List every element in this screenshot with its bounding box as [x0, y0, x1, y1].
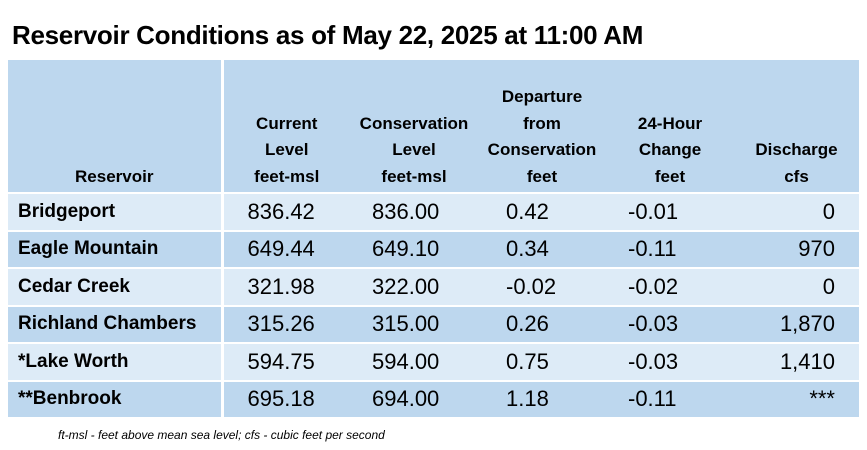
header-line: [224, 84, 351, 111]
current-level-cell: 321.98: [222, 267, 350, 306]
header-line: feet-msl: [254, 166, 320, 186]
footnote: ft-msl - feet above mean sea level; cfs …: [58, 428, 385, 442]
current-level-cell: 594.75: [222, 342, 350, 381]
change-cell: -0.11: [606, 229, 734, 268]
change-cell: -0.01: [606, 192, 734, 231]
header-line: Level: [265, 140, 309, 159]
departure-cell: -0.02: [478, 267, 606, 306]
header-line: cfs: [784, 166, 809, 186]
departure-cell: 0.42: [478, 192, 606, 231]
change-cell: -0.11: [606, 379, 734, 417]
conservation-level-cell: 315.00: [350, 304, 478, 343]
discharge-cell: 0: [734, 192, 859, 231]
page-title: Reservoir Conditions as of May 22, 2025 …: [12, 20, 644, 50]
header-line: [8, 111, 221, 138]
table-row: **Benbrook 695.18 694.00 1.18 -0.11 ***: [8, 379, 859, 417]
departure-cell: 0.75: [478, 342, 606, 381]
current-level-cell: 315.26: [222, 304, 350, 343]
header-line: Departure: [501, 87, 583, 106]
table-row: Cedar Creek 321.98 322.00 -0.02 -0.02 0: [8, 267, 859, 306]
table-row: *Lake Worth 594.75 594.00 0.75 -0.03 1,4…: [8, 342, 859, 381]
header-line: feet: [526, 166, 558, 186]
current-level-cell: 836.42: [222, 192, 350, 231]
reservoir-name: *Lake Worth: [8, 342, 224, 381]
discharge-cell: ***: [734, 379, 859, 417]
change-cell: -0.03: [606, 304, 734, 343]
column-header-reservoir: Reservoir: [8, 60, 224, 193]
column-header-current-level: Current Level feet-msl: [222, 60, 350, 193]
reservoir-name: Cedar Creek: [8, 267, 224, 306]
conservation-level-cell: 322.00: [350, 267, 478, 306]
departure-cell: 0.26: [478, 304, 606, 343]
departure-cell: 1.18: [478, 379, 606, 417]
header-line: [734, 111, 859, 138]
departure-cell: 0.34: [478, 229, 606, 268]
header-line: from: [523, 113, 561, 133]
header-line: [734, 84, 859, 111]
header-row: Reservoir Current Level feet-msl Conserv…: [8, 60, 859, 193]
header-line: Change: [638, 140, 702, 159]
header-line: Level: [392, 140, 436, 159]
header-line: feet: [654, 166, 686, 186]
table-row: Eagle Mountain 649.44 649.10 0.34 -0.11 …: [8, 229, 859, 268]
current-level-cell: 649.44: [222, 229, 350, 268]
header-line: feet-msl: [381, 166, 447, 186]
conservation-level-cell: 594.00: [350, 342, 478, 381]
header-line: [350, 84, 478, 111]
discharge-cell: 1,870: [734, 304, 859, 343]
column-header-departure: Departure from Conservation feet: [478, 60, 606, 193]
conservation-level-cell: 649.10: [350, 229, 478, 268]
change-cell: -0.02: [606, 267, 734, 306]
header-line: 24-Hour: [637, 113, 703, 133]
reservoir-name: **Benbrook: [8, 379, 224, 417]
change-cell: -0.03: [606, 342, 734, 381]
header-line: [606, 84, 734, 111]
table-row: Bridgeport 836.42 836.00 0.42 -0.01 0: [8, 192, 859, 231]
header-line: Reservoir: [75, 166, 154, 186]
reservoir-name: Bridgeport: [8, 192, 224, 231]
column-header-conservation-level: Conservation Level feet-msl: [350, 60, 478, 193]
header-line: [8, 137, 221, 164]
discharge-cell: 0: [734, 267, 859, 306]
header-line: Current: [256, 113, 318, 133]
column-header-discharge: Discharge cfs: [734, 60, 859, 193]
table-row: Richland Chambers 315.26 315.00 0.26 -0.…: [8, 304, 859, 343]
reservoir-table: Reservoir Current Level feet-msl Conserv…: [8, 60, 859, 417]
reservoir-name: Richland Chambers: [8, 304, 224, 343]
conservation-level-cell: 836.00: [350, 192, 478, 231]
header-line: Conservation: [487, 140, 597, 159]
reservoir-name: Eagle Mountain: [8, 229, 224, 268]
header-line: Discharge: [755, 140, 838, 159]
header-line: Conservation: [359, 113, 469, 133]
header-line: [8, 84, 221, 111]
discharge-cell: 1,410: [734, 342, 859, 381]
column-header-24-hour-change: 24-Hour Change feet: [606, 60, 734, 193]
discharge-cell: 970: [734, 229, 859, 268]
current-level-cell: 695.18: [222, 379, 350, 417]
conservation-level-cell: 694.00: [350, 379, 478, 417]
